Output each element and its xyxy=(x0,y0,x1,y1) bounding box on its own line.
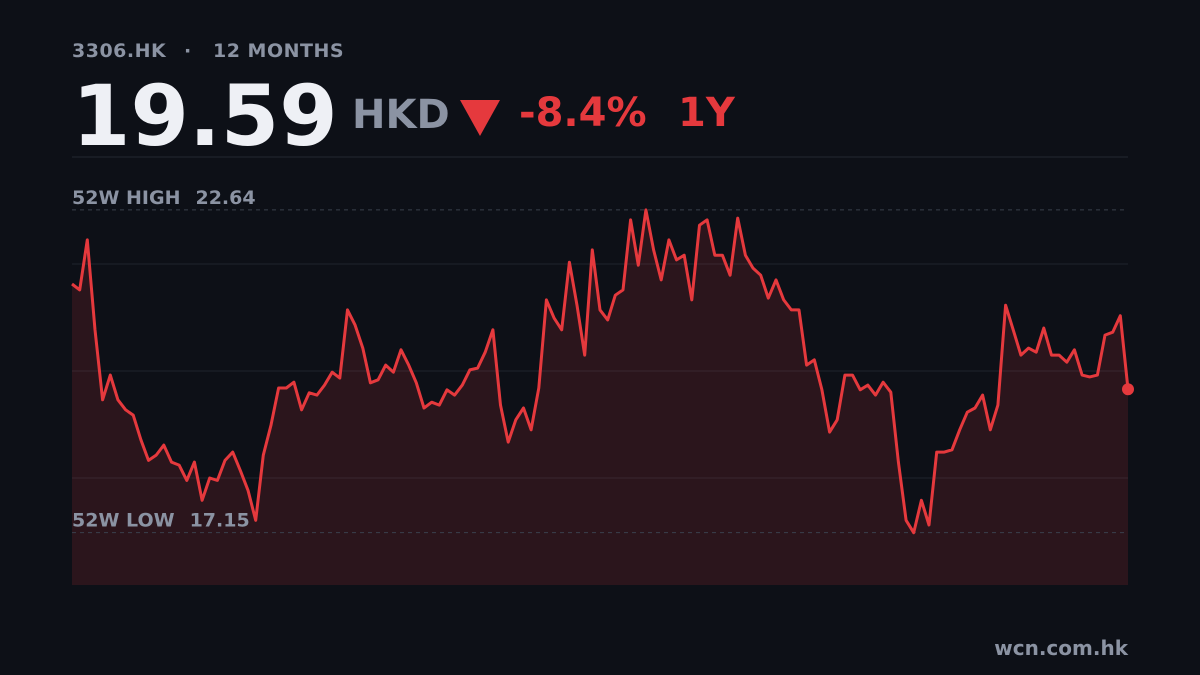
reference-label: 52W LOW xyxy=(72,510,175,532)
down-arrow xyxy=(460,100,500,136)
price: 19.59 xyxy=(72,67,338,165)
period: 12 MONTHS xyxy=(213,40,345,62)
ticker: 3306.HK xyxy=(72,40,167,62)
reference-value: 17.15 xyxy=(190,510,250,532)
area xyxy=(72,209,1128,585)
price-line xyxy=(71,208,1130,535)
range: 1Y xyxy=(678,90,735,136)
reference-value: 22.64 xyxy=(195,187,255,209)
separator: · xyxy=(184,40,192,62)
chart: 52W HIGH 22.64 52W LOW 17.15 xyxy=(71,156,1134,585)
footer: wcn.com.hk xyxy=(994,636,1128,660)
reference-label: 52W HIGH xyxy=(72,187,180,209)
currency: HKD xyxy=(352,92,450,138)
change: -8.4% xyxy=(519,90,647,136)
last-point xyxy=(1122,383,1134,396)
